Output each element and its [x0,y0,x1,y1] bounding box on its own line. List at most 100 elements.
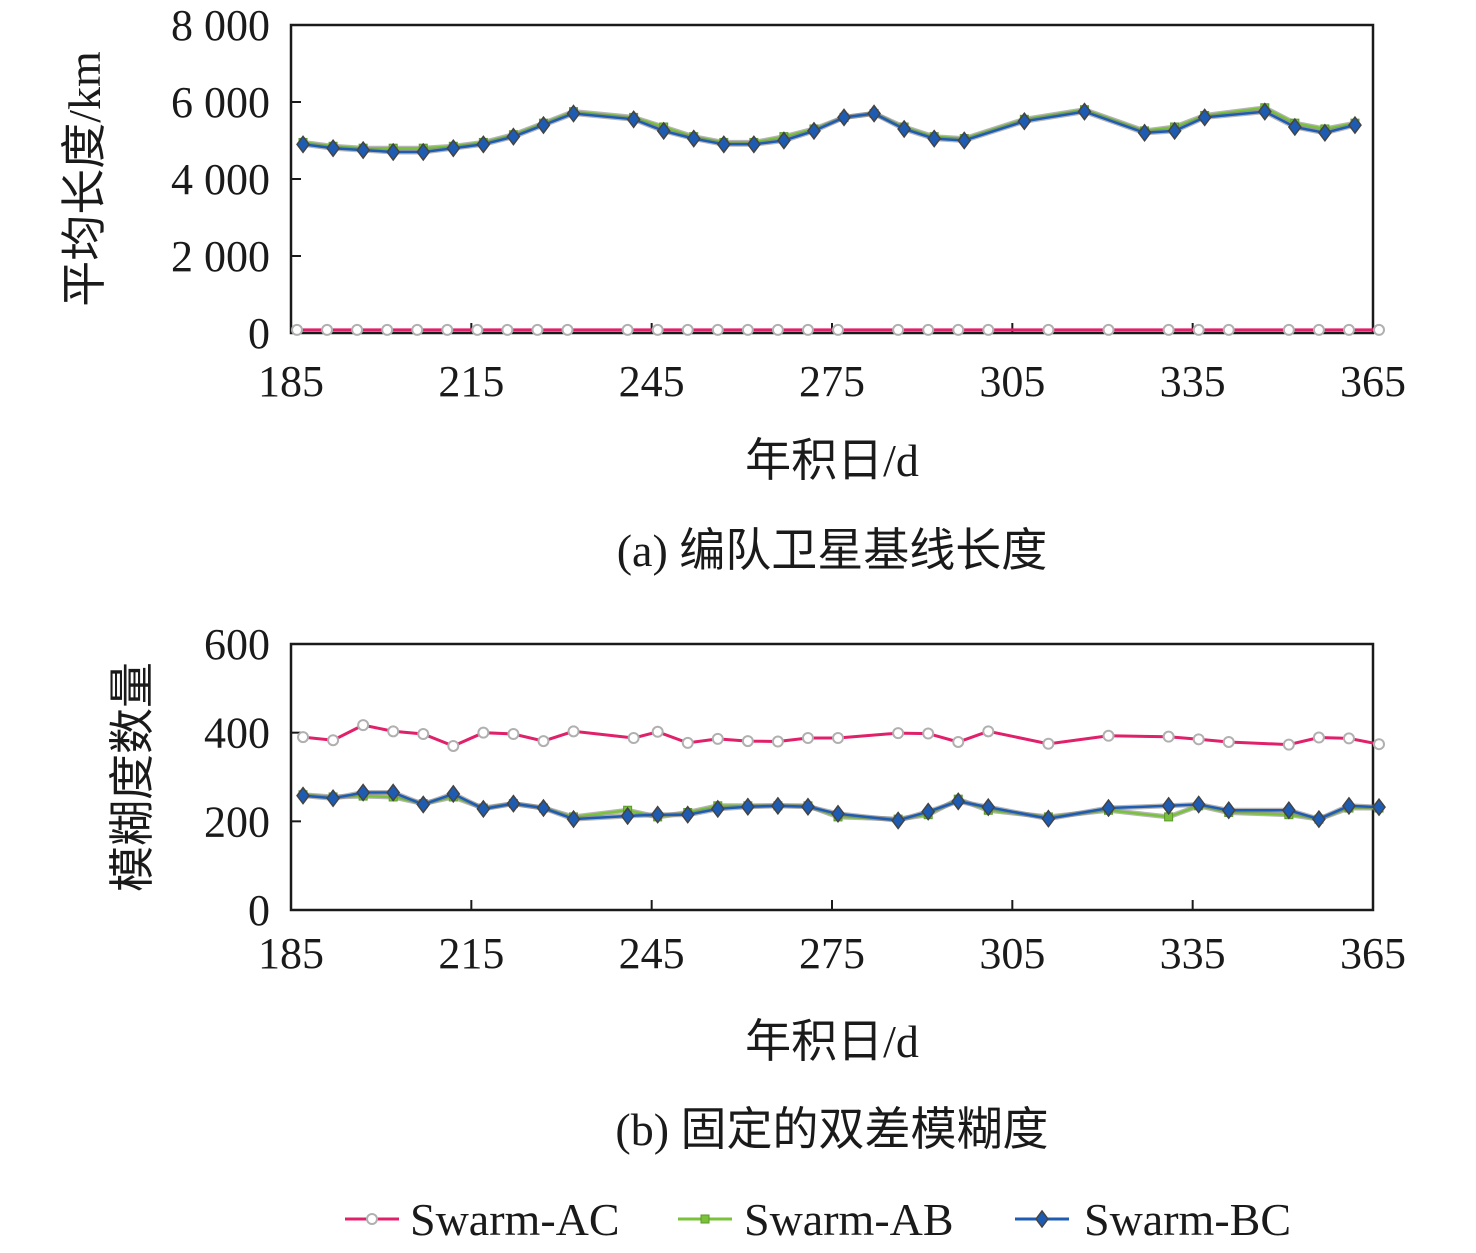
data-point [1042,323,1055,336]
data-point [1317,123,1332,143]
data-point [326,138,341,158]
x-tick-label: 335 [1160,929,1226,978]
data-point [1312,323,1325,336]
data-point [1221,801,1236,820]
data-point [321,323,334,336]
series-swarm-ab [298,103,1360,153]
data-point [1342,732,1355,745]
data-point [561,323,574,336]
data-point [837,108,851,127]
data-point [1102,323,1115,336]
legend-label: Swarm-AC [410,1194,620,1245]
data-point [1162,323,1175,336]
data-point [656,121,671,141]
x-tick-label: 305 [979,357,1045,406]
x-tick-label: 215 [438,357,504,406]
series-line [302,106,1356,150]
data-point [1312,731,1325,744]
data-point [892,323,905,336]
y-tick-label: 0 [248,886,270,935]
data-point [531,323,544,336]
data-point [507,727,520,740]
data-point [680,805,695,824]
data-point [566,809,581,829]
data-point [807,121,821,141]
y-tick-label: 6 000 [171,78,270,127]
data-point [892,727,905,740]
data-point [356,140,371,160]
data-point [1041,809,1056,828]
data-point [922,323,935,336]
data-point [566,104,581,123]
x-tick-label: 305 [979,929,1045,978]
data-point [1197,108,1212,127]
x-tick-label: 275 [799,357,865,406]
data-point [831,804,845,824]
data-point [501,323,514,336]
y-tick-label: 600 [204,620,270,669]
y-tick-label: 400 [204,709,270,758]
panel-caption: (b) 固定的双差模糊度 [615,1104,1048,1155]
x-tick-label: 215 [438,929,504,978]
data-point [681,323,694,336]
data-point [1042,737,1055,750]
data-point [1311,809,1326,829]
data-point [471,323,484,336]
data-point [1348,115,1362,135]
x-tick-label: 245 [619,929,685,978]
data-point [1102,729,1115,742]
data-point [716,135,731,154]
y-tick-label: 200 [204,797,270,846]
data-point [621,323,634,336]
data-point [686,129,701,148]
legend-item-swarm-ac: Swarm-AC [345,1194,620,1245]
data-point [711,323,724,336]
data-point [1191,795,1206,814]
x-tick-label: 335 [1160,357,1226,406]
data-point [476,135,491,154]
data-point [356,783,371,802]
data-point [627,731,640,744]
data-point [416,142,431,162]
data-point [801,731,814,744]
data-point [832,323,845,336]
y-tick-label: 4 000 [171,155,270,204]
data-point [446,784,461,804]
x-tick-label: 365 [1340,929,1406,978]
data-point [1222,735,1235,748]
data-point [351,323,364,336]
legend-label: Swarm-BC [1084,1194,1291,1245]
data-point [506,794,521,813]
data-point [711,732,724,745]
data-point [296,135,310,154]
panel-a: 0 2 000 4 000 6 000 8 000 185 215 245 275 305 335 3… [59,1,1406,576]
data-point [291,323,304,336]
series-shadow [302,105,1356,151]
legend-item-swarm-ab: Swarm-AB [678,1194,954,1245]
data-point [801,797,815,816]
data-point [536,798,551,818]
data-point [891,811,906,830]
data-point [386,783,401,802]
x-tick-label: 185 [258,357,324,406]
data-point [537,735,550,748]
data-point [1342,323,1355,336]
x-tick-label: 245 [619,357,685,406]
y-tick-label: 8 000 [171,1,270,50]
data-point [922,727,935,740]
panel-b: 0 200 400 600 185 215 245 275 305 335 365 年积日/d 模糊度数… [107,620,1406,1155]
data-point [651,323,664,336]
data-point [957,131,972,150]
data-point [746,135,761,154]
data-point [381,323,394,336]
data-point [387,725,400,738]
legend: Swarm-AC Swarm-AB Swarm-BC [345,1194,1291,1245]
data-point [741,323,754,336]
data-point [801,323,814,336]
data-point [1373,738,1386,751]
data-point [1287,117,1302,137]
data-point [771,735,784,748]
data-point [1017,111,1032,131]
y-axis-title: 平均长度/km [59,51,110,307]
